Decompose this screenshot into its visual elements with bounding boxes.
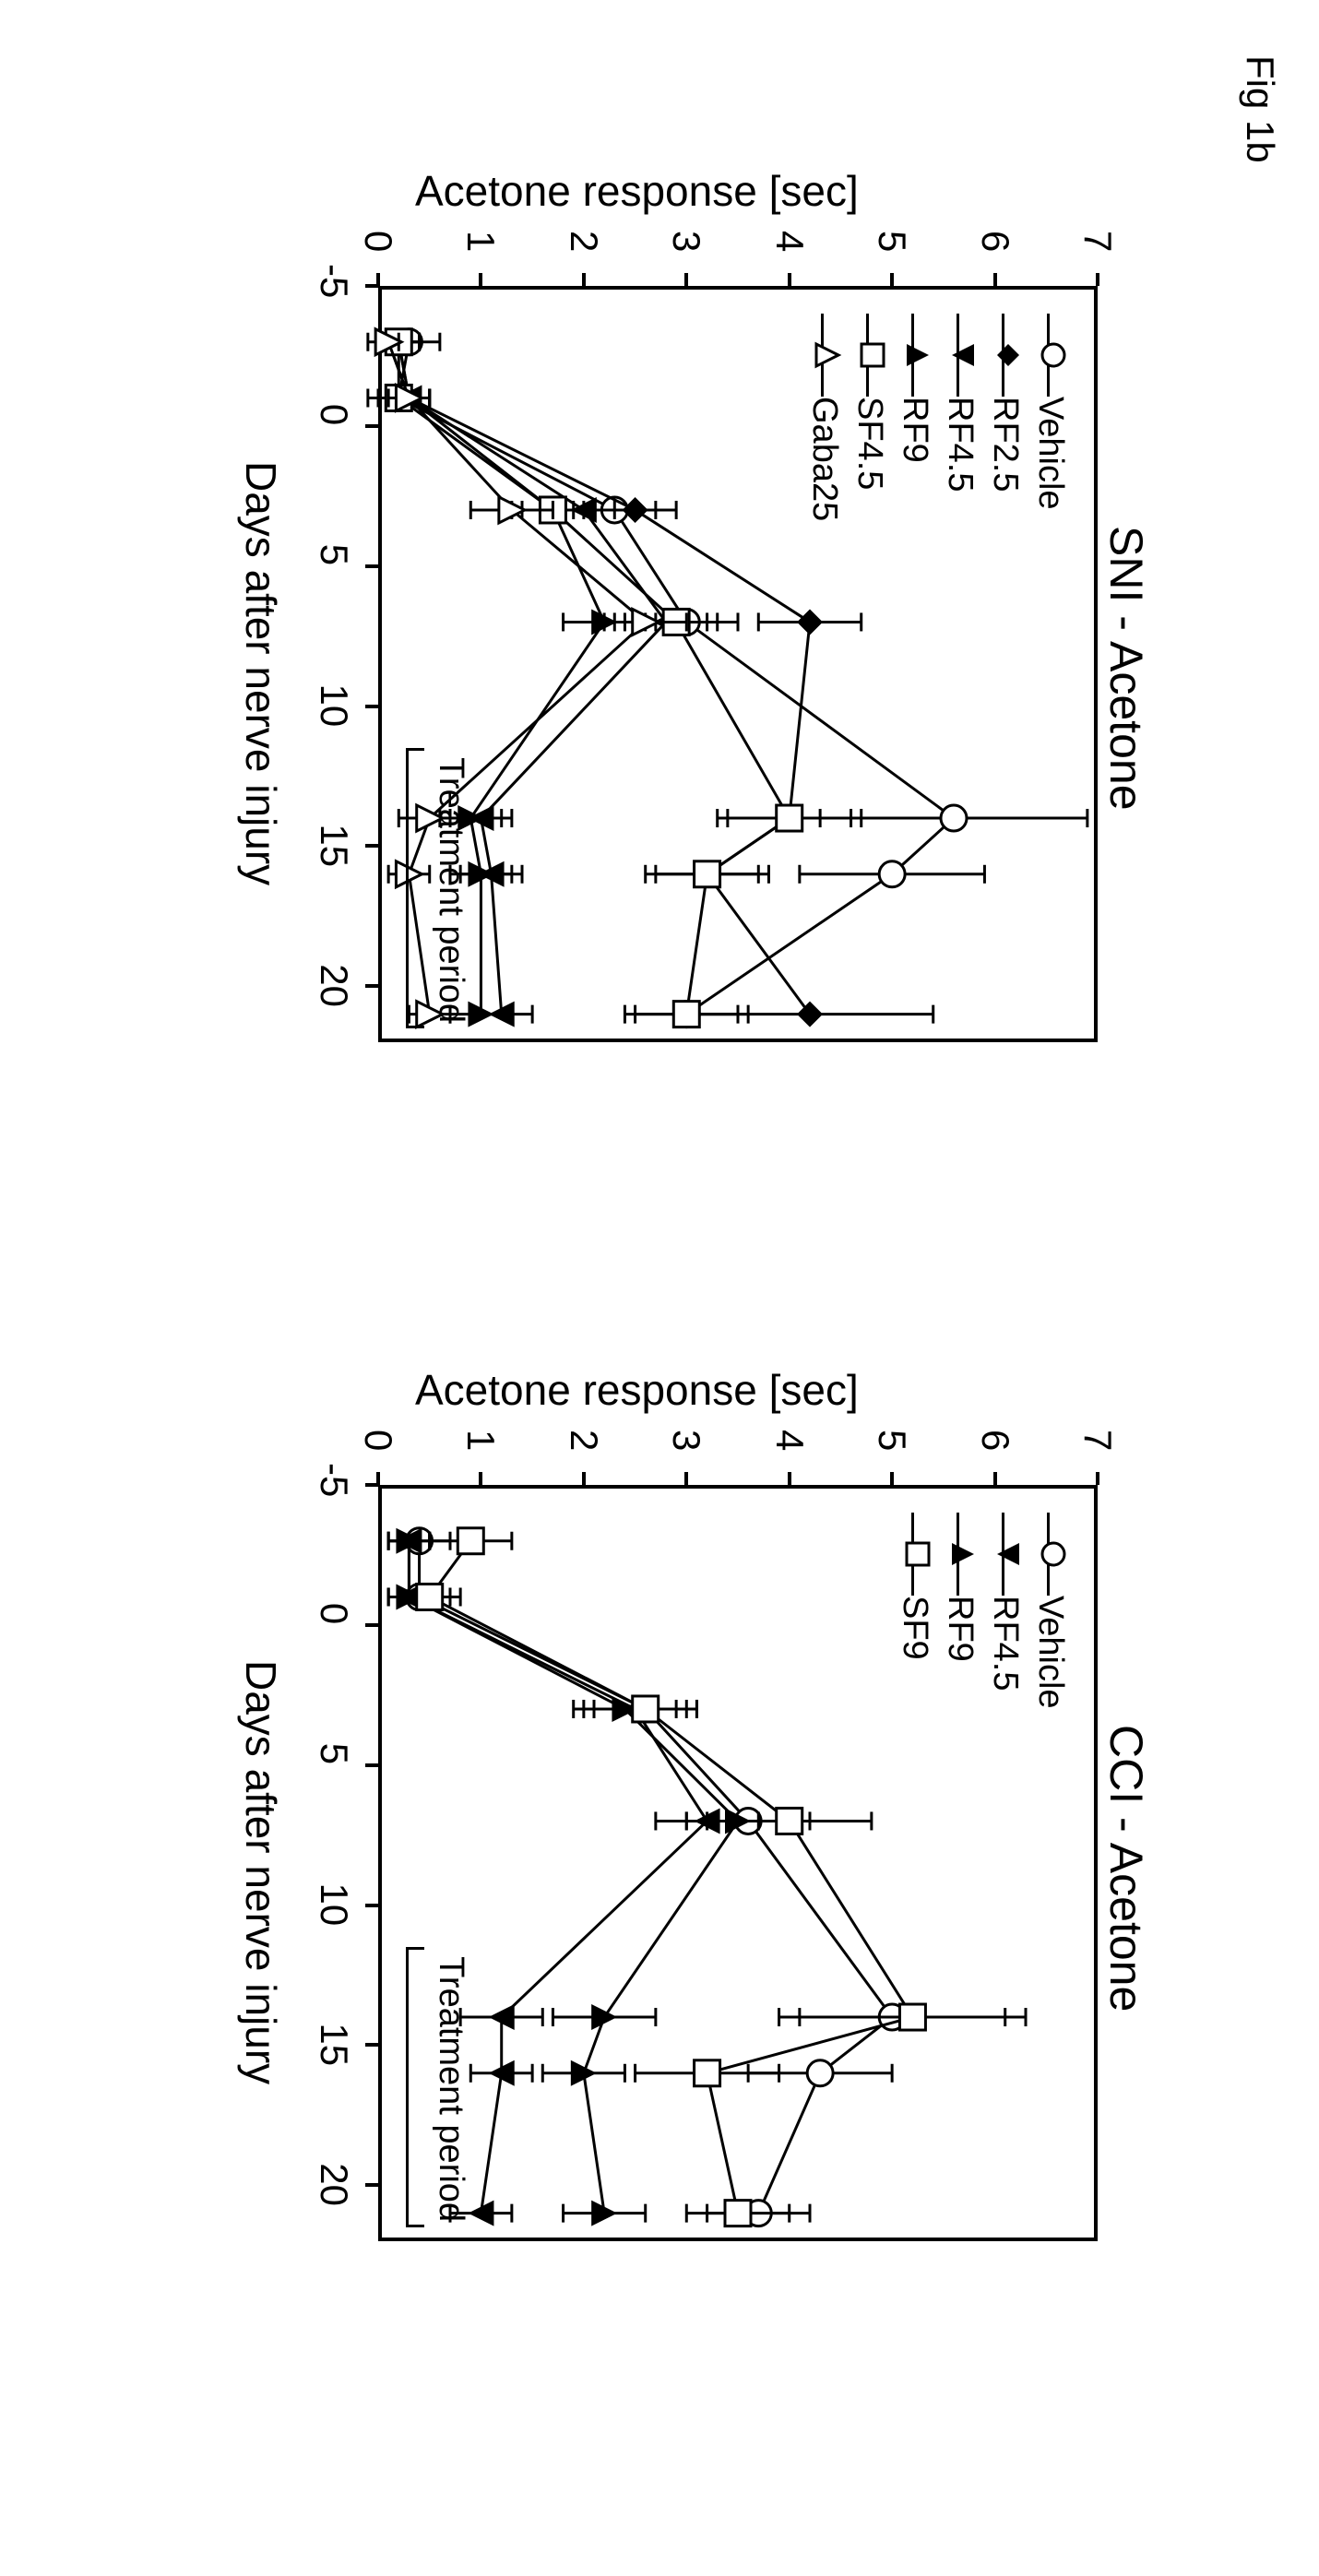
legend-label: SF4.5 <box>850 397 889 490</box>
legend: VehicleRF4.5RF9SF9 <box>889 1513 1070 1709</box>
x-axis-label: Days after nerve injury <box>236 1660 286 2084</box>
legend-label: SF9 <box>895 1596 934 1660</box>
legend-label: RF2.5 <box>985 397 1025 492</box>
charts-container: SNI - AcetoneAcetone response [sec]Days … <box>175 148 1153 2324</box>
legend: VehicleRF2.5RF4.5RF9SF4.5Gaba25 <box>799 314 1070 521</box>
treatment-period-label: Treatment period <box>431 757 470 1023</box>
x-axis-label: Days after nerve injury <box>236 461 286 885</box>
legend-item: RF9 <box>940 1513 980 1709</box>
legend-item: RF4.5 <box>985 1513 1025 1709</box>
legend-label: RF9 <box>895 397 934 463</box>
treatment-period-label: Treatment period <box>431 1956 470 2222</box>
legend-item: SF9 <box>895 1513 934 1709</box>
legend-label: Gaba25 <box>804 397 844 521</box>
legend-item: RF2.5 <box>985 314 1025 521</box>
legend-label: Vehicle <box>1030 1596 1070 1709</box>
legend-item: RF9 <box>895 314 934 521</box>
legend-item: SF4.5 <box>850 314 889 521</box>
legend-label: RF4.5 <box>985 1596 1025 1691</box>
chart-cci: CCI - AcetoneAcetone response [sec]Days … <box>175 1347 1153 2324</box>
legend-label: Vehicle <box>1030 397 1070 510</box>
legend-item: Vehicle <box>1030 314 1070 521</box>
legend-item: Vehicle <box>1030 1513 1070 1709</box>
chart-sni: SNI - AcetoneAcetone response [sec]Days … <box>175 148 1153 1125</box>
legend-label: RF4.5 <box>940 397 980 492</box>
legend-item: Gaba25 <box>804 314 844 521</box>
figure-label: Fig 1b <box>1238 55 1282 163</box>
legend-item: RF4.5 <box>940 314 980 521</box>
legend-label: RF9 <box>940 1596 980 1662</box>
